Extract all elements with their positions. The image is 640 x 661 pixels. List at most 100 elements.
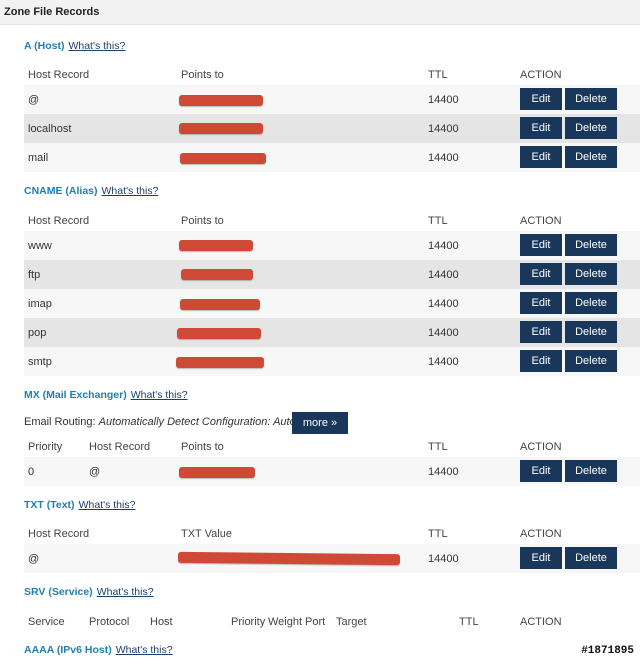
mx-header-action: ACTION <box>520 441 562 453</box>
srv-header-weight: Weight <box>268 616 303 628</box>
redacted-value <box>179 467 255 478</box>
redacted-value <box>177 328 261 339</box>
ttl-value: 14400 <box>428 356 459 368</box>
srv-section-label: SRV (Service) <box>24 586 93 598</box>
delete-button[interactable]: Delete <box>565 234 617 256</box>
table-row: 0 @ 14400 Edit Delete <box>24 457 640 486</box>
txt-header-ttl: TTL <box>428 528 448 540</box>
delete-button[interactable]: Delete <box>565 117 617 139</box>
priority-value: 0 <box>28 466 35 478</box>
redacted-value <box>177 551 401 566</box>
host-record: imap <box>28 298 52 310</box>
edit-button[interactable]: Edit <box>520 234 562 256</box>
email-routing-label: Email Routing: <box>24 416 96 428</box>
aaaa-whats-this-link[interactable]: What's this? <box>115 644 173 656</box>
email-routing-value: Automatically Detect Configuration: Auto <box>98 416 296 428</box>
a-header-ttl: TTL <box>428 69 448 81</box>
edit-button[interactable]: Edit <box>520 292 562 314</box>
redacted-value <box>180 299 260 310</box>
ttl-value: 14400 <box>428 152 459 164</box>
delete-button[interactable]: Delete <box>565 321 617 343</box>
ttl-value: 14400 <box>428 327 459 339</box>
a-whats-this-link[interactable]: What's this? <box>68 40 126 52</box>
table-row: pop 14400 Edit Delete <box>24 318 640 347</box>
srv-header-target: Target <box>336 616 367 628</box>
edit-button[interactable]: Edit <box>520 88 562 110</box>
a-header-action: ACTION <box>520 69 562 81</box>
ttl-value: 14400 <box>428 269 459 281</box>
table-row: mail 14400 Edit Delete <box>24 143 640 172</box>
srv-section-title: SRV (Service) What's this? <box>24 586 154 598</box>
edit-button[interactable]: Edit <box>520 117 562 139</box>
cname-header-host: Host Record <box>28 215 90 227</box>
edit-button[interactable]: Edit <box>520 263 562 285</box>
cname-header-ttl: TTL <box>428 215 448 227</box>
srv-header-action: ACTION <box>520 616 562 628</box>
table-row: smtp 14400 Edit Delete <box>24 347 640 376</box>
edit-button[interactable]: Edit <box>520 321 562 343</box>
a-section-label: A (Host) <box>24 40 65 52</box>
cname-section-title: CNAME (Alias) What's this? <box>24 185 158 197</box>
host-record: @ <box>28 94 40 106</box>
host-record: ftp <box>28 269 41 281</box>
txt-section-label: TXT (Text) <box>24 499 75 511</box>
host-record: @ <box>89 466 101 478</box>
delete-button[interactable]: Delete <box>565 460 617 482</box>
edit-button[interactable]: Edit <box>520 547 562 569</box>
edit-button[interactable]: Edit <box>520 460 562 482</box>
a-section-title: A (Host) What's this? <box>24 40 125 52</box>
mx-header-points-to: Points to <box>181 441 224 453</box>
host-record: www <box>28 240 52 252</box>
mx-section-label: MX (Mail Exchanger) <box>24 389 127 401</box>
host-record: @ <box>28 553 40 565</box>
srv-header-protocol: Protocol <box>89 616 130 628</box>
host-record: smtp <box>28 356 52 368</box>
srv-header-port: Port <box>305 616 326 628</box>
redacted-value <box>180 153 266 164</box>
redacted-value <box>179 123 263 134</box>
txt-whats-this-link[interactable]: What's this? <box>78 499 136 511</box>
mx-header-ttl: TTL <box>428 441 448 453</box>
redacted-value <box>179 95 263 106</box>
srv-header-priority: Priority <box>231 616 266 628</box>
table-row: www 14400 Edit Delete <box>24 231 640 260</box>
txt-header-host: Host Record <box>28 528 90 540</box>
txt-section-title: TXT (Text) What's this? <box>24 499 135 511</box>
aaaa-section-label: AAAA (IPv6 Host) <box>24 644 112 656</box>
delete-button[interactable]: Delete <box>565 547 617 569</box>
a-header-host: Host Record <box>28 69 90 81</box>
table-row: @ 14400 Edit Delete <box>24 85 640 114</box>
edit-button[interactable]: Edit <box>520 146 562 168</box>
delete-button[interactable]: Delete <box>565 292 617 314</box>
ttl-value: 14400 <box>428 553 459 565</box>
txt-header-action: ACTION <box>520 528 562 540</box>
cname-whats-this-link[interactable]: What's this? <box>101 185 159 197</box>
redacted-value <box>181 269 253 280</box>
delete-button[interactable]: Delete <box>565 88 617 110</box>
cname-section-label: CNAME (Alias) <box>24 185 98 197</box>
a-header-points-to: Points to <box>181 69 224 81</box>
mx-header-host: Host Record <box>89 441 151 453</box>
mx-whats-this-link[interactable]: What's this? <box>130 389 188 401</box>
ttl-value: 14400 <box>428 466 459 478</box>
ttl-value: 14400 <box>428 240 459 252</box>
srv-header-host: Host <box>150 616 173 628</box>
host-record: pop <box>28 327 47 339</box>
table-row: imap 14400 Edit Delete <box>24 289 640 318</box>
delete-button[interactable]: Delete <box>565 350 617 372</box>
table-row: localhost 14400 Edit Delete <box>24 114 640 143</box>
aaaa-section-title: AAAA (IPv6 Host) What's this? <box>24 644 173 656</box>
ttl-value: 14400 <box>428 94 459 106</box>
ttl-value: 14400 <box>428 298 459 310</box>
watermark-id: #1871895 <box>581 645 634 657</box>
ttl-value: 14400 <box>428 123 459 135</box>
more-button[interactable]: more » <box>292 412 348 434</box>
delete-button[interactable]: Delete <box>565 146 617 168</box>
delete-button[interactable]: Delete <box>565 263 617 285</box>
srv-header-service: Service <box>28 616 65 628</box>
edit-button[interactable]: Edit <box>520 350 562 372</box>
srv-header-ttl: TTL <box>459 616 479 628</box>
table-row: @ 14400 Edit Delete <box>24 544 640 573</box>
txt-header-value: TXT Value <box>181 528 232 540</box>
srv-whats-this-link[interactable]: What's this? <box>96 586 154 598</box>
